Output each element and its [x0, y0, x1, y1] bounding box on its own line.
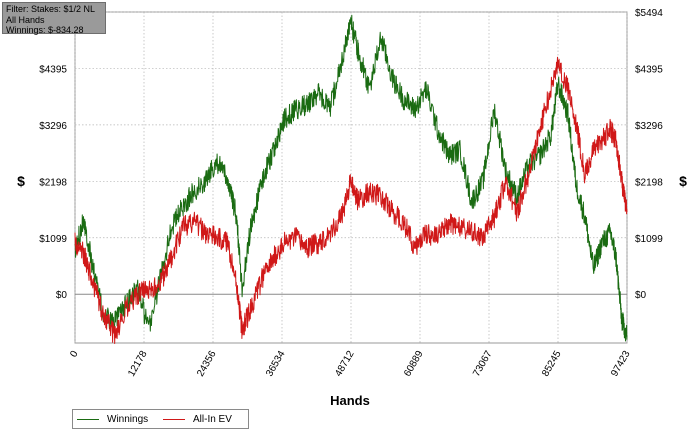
- legend-swatch-winnings: [77, 419, 99, 420]
- legend-label-winnings: Winnings: [107, 414, 149, 425]
- y-tick-label-left: $2198: [39, 177, 67, 188]
- grid-layer: [74, 11, 628, 344]
- legend-item-winnings: Winnings: [77, 413, 148, 426]
- filter-winnings-text: Winnings: $-834.28: [6, 25, 84, 35]
- x-tick-label: 0: [68, 349, 81, 360]
- x-tick-label: 48712: [333, 349, 357, 379]
- series-line-allin-ev: [74, 56, 628, 344]
- legend-label-allin-ev: All-In EV: [193, 414, 232, 425]
- x-tick-label: 12178: [126, 349, 150, 379]
- x-tick-label: 85245: [540, 349, 564, 379]
- y-tick-label-right: $5494: [635, 8, 663, 19]
- x-tick-label: 36534: [264, 349, 288, 379]
- y-tick-label-right: $4395: [635, 64, 663, 75]
- y-tick-label-right: $3296: [635, 121, 663, 132]
- y-tick-label-right: $1099: [635, 234, 663, 245]
- y-tick-label-left: $1099: [39, 234, 67, 245]
- x-tick-label: 97423: [609, 349, 633, 379]
- filter-info-box: Filter: Stakes: $1/2 NL All Hands Winnin…: [2, 2, 106, 35]
- filter-stakes-text: Filter: Stakes: $1/2 NL: [6, 4, 96, 14]
- y-tick-label-left: $3296: [39, 121, 67, 132]
- y-axis-label-right: $: [679, 173, 687, 189]
- y-axis-label-left: $: [17, 173, 25, 189]
- legend-swatch-allin-ev: [163, 419, 185, 420]
- x-tick-label: 73067: [471, 349, 495, 379]
- y-tick-label-right: $2198: [635, 177, 663, 188]
- filter-hands-text: All Hands: [6, 14, 45, 25]
- y-tick-label-right: $0: [635, 290, 647, 301]
- series-line-winnings: [74, 14, 628, 342]
- x-tick-label: 60889: [402, 349, 426, 379]
- legend-item-allin-ev: All-In EV: [163, 413, 232, 426]
- x-tick-label: 24356: [195, 349, 219, 379]
- x-axis-label: Hands: [330, 393, 370, 408]
- axis-layer: 0 12178 24356 36534 48712 60889 73067 85245 9742…: [39, 8, 663, 379]
- y-tick-label-left: $4395: [39, 64, 67, 75]
- y-tick-label-left: $0: [56, 290, 68, 301]
- series-layer: [74, 14, 628, 344]
- legend: Winnings All-In EV: [72, 409, 249, 429]
